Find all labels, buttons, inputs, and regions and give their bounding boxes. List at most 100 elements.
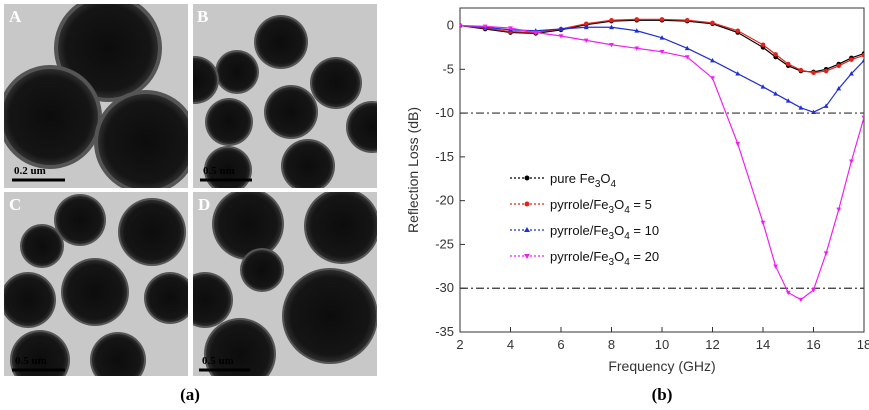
data-point <box>684 17 690 23</box>
legend-label: pyrrole/Fe3O4 = 5 <box>550 197 652 216</box>
scale-label: 0.5 um <box>15 355 47 367</box>
particle <box>193 58 217 102</box>
x-tick-label: 18 <box>857 337 869 352</box>
data-point <box>659 49 665 55</box>
particle <box>146 274 188 322</box>
data-point <box>836 85 842 91</box>
data-point <box>659 35 665 40</box>
x-tick-label: 4 <box>507 337 514 352</box>
data-point <box>848 71 854 76</box>
y-tick-label: -15 <box>435 149 454 164</box>
data-point <box>735 71 741 76</box>
y-tick-label: -20 <box>435 193 454 208</box>
x-tick-label: 10 <box>655 337 669 352</box>
legend-label: pure Fe3O4 <box>550 171 617 190</box>
data-point <box>583 38 589 43</box>
tem-panel-a: A 0.2 um <box>4 4 188 188</box>
x-tick-label: 14 <box>756 337 770 352</box>
legend-marker <box>524 175 530 181</box>
data-point <box>798 105 804 110</box>
data-point <box>583 24 589 30</box>
y-tick-label: -5 <box>442 61 454 76</box>
particle <box>284 270 376 362</box>
data-point <box>811 288 816 293</box>
data-point <box>609 24 614 30</box>
data-point <box>823 251 829 256</box>
data-point <box>583 21 589 27</box>
data-point <box>482 24 488 29</box>
panel-letter: D <box>198 195 210 214</box>
legend-label: pyrrole/Fe3O4 = 10 <box>550 223 659 242</box>
panel-letter: A <box>9 7 22 26</box>
y-tick-label: -25 <box>435 236 454 251</box>
data-point <box>684 45 690 51</box>
data-point <box>785 61 791 67</box>
x-tick-label: 6 <box>557 337 564 352</box>
panel-letter: C <box>9 195 21 214</box>
particle <box>306 192 377 262</box>
particle <box>92 334 144 376</box>
legend: pure Fe3O4 pyrrole/Fe3O4 = 5 pyrrole/Fe3O4… <box>510 171 659 268</box>
legend-label: pyrrole/Fe3O4 = 20 <box>550 249 659 268</box>
data-point <box>634 46 640 51</box>
particle <box>4 274 54 326</box>
data-point <box>684 55 690 60</box>
caption-b: (b) <box>652 385 673 404</box>
y-tick-label: 0 <box>447 18 454 33</box>
panel-letter: B <box>197 7 208 26</box>
data-point <box>710 57 715 63</box>
data-point <box>773 91 779 96</box>
scale-label: 0.2 um <box>14 165 46 177</box>
data-point <box>659 17 665 22</box>
data-point <box>798 67 804 73</box>
data-point <box>861 52 864 58</box>
tem-panel-d: D 0.5 um <box>193 192 377 376</box>
scale-label: 0.5 um <box>203 165 235 177</box>
data-point <box>773 52 778 57</box>
particle <box>56 196 104 244</box>
tem-panel-c: C 0.5 um <box>4 192 188 376</box>
caption-a: (a) <box>180 385 200 404</box>
particle <box>312 59 360 107</box>
data-point <box>798 297 804 303</box>
particle <box>266 87 316 137</box>
data-point <box>735 141 741 147</box>
particle <box>120 200 184 264</box>
data-point <box>533 30 539 36</box>
particle <box>217 52 257 92</box>
x-tick-label: 2 <box>456 337 463 352</box>
x-tick-label: 16 <box>806 337 820 352</box>
particle <box>22 226 62 266</box>
particle <box>98 94 188 188</box>
data-point <box>710 20 715 26</box>
series-line <box>460 24 864 301</box>
data-point <box>634 17 640 22</box>
data-point <box>508 26 513 31</box>
legend-marker <box>524 254 530 259</box>
particle <box>242 250 282 290</box>
data-point <box>609 17 614 23</box>
reference-lines <box>460 112 864 289</box>
tem-panel-b: B 0.5 um <box>193 4 377 188</box>
data-point <box>460 23 463 29</box>
data-point <box>836 63 842 69</box>
scale-label: 0.5 um <box>202 355 234 367</box>
data-point <box>773 264 779 269</box>
reflection-loss-chart: 2 4 6 8 10 12 14 16 18 0 -5 -10 -15 -20 -25 -30 -35 Freq… <box>405 7 869 374</box>
y-tick-label: -35 <box>435 324 454 339</box>
data-point <box>760 220 766 226</box>
x-tick-label: 12 <box>705 337 719 352</box>
y-axis-title: Reflection Loss (dB) <box>405 107 421 233</box>
data-point <box>760 84 766 89</box>
particle <box>348 103 377 151</box>
series-line <box>460 19 864 73</box>
y-tick-label: -10 <box>435 105 454 120</box>
data-point <box>848 159 854 164</box>
particle <box>12 332 68 376</box>
series-line <box>460 18 864 74</box>
data-point <box>836 207 842 213</box>
data-point <box>811 109 816 115</box>
legend-marker <box>524 201 530 207</box>
series-group <box>460 17 864 303</box>
